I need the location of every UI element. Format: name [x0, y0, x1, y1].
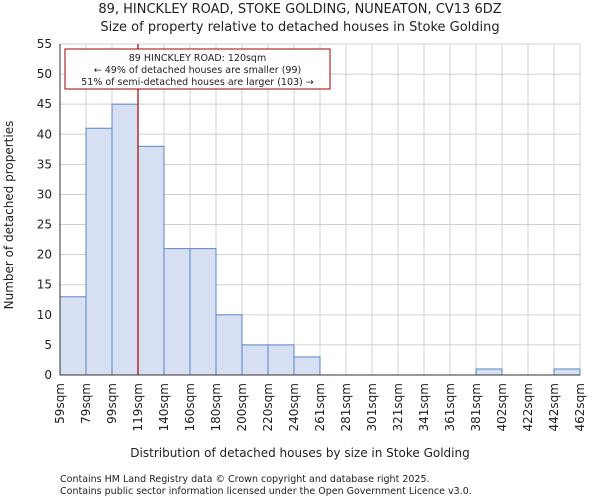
- x-tick-label: 119sqm: [131, 383, 145, 431]
- y-tick-label: 25: [37, 218, 52, 232]
- histogram-bar: [137, 145, 165, 376]
- x-tick-label: 79sqm: [79, 383, 93, 424]
- x-axis-label: Distribution of detached houses by size …: [130, 446, 469, 460]
- x-tick-label: 261sqm: [313, 383, 327, 431]
- x-tick-label: 160sqm: [183, 383, 197, 431]
- y-tick-label: 55: [37, 37, 52, 51]
- histogram-bar: [267, 344, 295, 376]
- y-tick-label: 20: [37, 248, 52, 262]
- x-tick-labels: 59sqm 79sqm 99sqm 119sqm 140sqm 160sqm 180sqm 2…: [53, 383, 587, 431]
- x-tick-label: 361sqm: [443, 383, 457, 431]
- histogram-bar: [85, 127, 113, 376]
- annotation-line-2: ← 49% of detached houses are smaller (99…: [94, 65, 301, 76]
- y-tick-label: 45: [37, 97, 52, 111]
- footer-line-2: Contains public sector information licen…: [60, 486, 472, 497]
- x-tick-label: 341sqm: [417, 383, 431, 431]
- chart-subtitle: Size of property relative to detached ho…: [100, 20, 499, 35]
- x-tick-label: 442sqm: [547, 383, 561, 431]
- chart-title: 89, HINCKLEY ROAD, STOKE GOLDING, NUNEAT…: [98, 2, 501, 17]
- x-tick-label: 200sqm: [235, 383, 249, 431]
- x-tick-label: 59sqm: [53, 383, 67, 424]
- histogram-bar: [241, 344, 269, 376]
- histogram-bar: [475, 368, 503, 376]
- footer-line-1: Contains HM Land Registry data © Crown c…: [60, 474, 430, 485]
- bars-group: [59, 103, 581, 376]
- x-tick-label: 402sqm: [495, 383, 509, 431]
- x-tick-label: 301sqm: [365, 383, 379, 431]
- x-tick-label: 140sqm: [157, 383, 171, 431]
- y-tick-label: 30: [37, 187, 52, 201]
- x-tick-label: 281sqm: [339, 383, 353, 431]
- x-tick-label: 422sqm: [521, 383, 535, 431]
- histogram-bar: [215, 314, 243, 376]
- histogram-bar: [293, 356, 321, 376]
- histogram-bar: [163, 248, 191, 376]
- y-tick-label: 15: [37, 278, 52, 292]
- x-tick-label: 99sqm: [105, 383, 119, 424]
- x-tick-label: 321sqm: [391, 383, 405, 431]
- annotation-box: [64, 48, 331, 90]
- y-tick-label: 5: [44, 338, 52, 352]
- histogram-bar: [553, 368, 581, 376]
- y-tick-labels: 0 5 10 15 20 25 30 35 40 45 50 55: [37, 37, 52, 382]
- y-tick-label: 10: [37, 308, 52, 322]
- x-tick-label: 381sqm: [469, 383, 483, 431]
- y-tick-label: 0: [44, 368, 52, 382]
- histogram-bar: [59, 296, 87, 376]
- histogram-bar: [189, 248, 217, 376]
- axes: [59, 44, 580, 376]
- x-tick-label: 180sqm: [209, 383, 223, 431]
- y-axis-label: Number of detached properties: [2, 121, 16, 310]
- x-tick-label: 220sqm: [261, 383, 275, 431]
- x-tick-label: 462sqm: [573, 383, 587, 431]
- annotation-line-3: 51% of semi-detached houses are larger (…: [81, 77, 314, 88]
- x-tick-label: 240sqm: [287, 383, 301, 431]
- y-tick-label: 35: [37, 157, 52, 171]
- y-tick-label: 40: [37, 127, 52, 141]
- histogram-bar: [111, 103, 139, 376]
- y-tick-label: 50: [37, 67, 52, 81]
- annotation-line-1: 89 HINCKLEY ROAD: 120sqm: [129, 53, 266, 64]
